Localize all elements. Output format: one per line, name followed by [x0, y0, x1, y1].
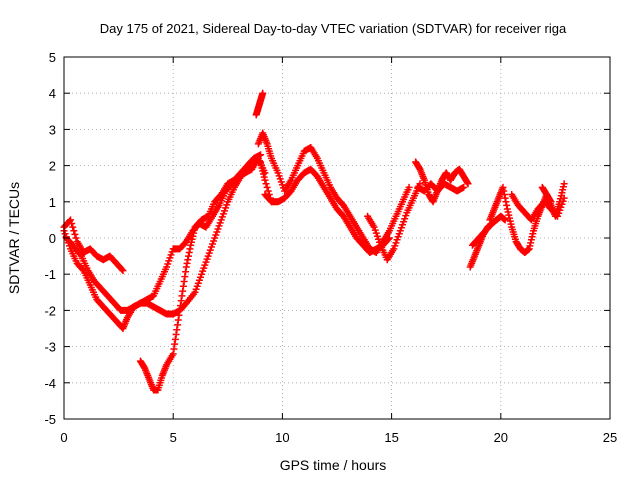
data-point	[261, 169, 269, 177]
data-point	[67, 216, 75, 224]
y-tick-label: -2	[44, 303, 56, 318]
x-tick-label: 15	[384, 430, 398, 445]
data-point	[263, 183, 271, 191]
chart-title: Day 175 of 2021, Sidereal Day-to-day VTE…	[100, 21, 567, 36]
tick-marks	[63, 56, 611, 420]
x-axis-label: GPS time / hours	[280, 457, 387, 473]
x-tick-label: 10	[275, 430, 289, 445]
series-sat-l	[468, 220, 496, 249]
data-point	[488, 220, 496, 228]
data-point	[262, 180, 270, 188]
data-point	[405, 183, 413, 191]
data-points	[60, 89, 568, 394]
y-tick-label: 0	[49, 231, 56, 246]
data-point	[72, 234, 80, 242]
data-point	[257, 151, 265, 159]
data-point	[560, 180, 568, 188]
x-tick-labels: 0 5 10 15 20 25	[60, 430, 617, 445]
y-tick-label: 5	[49, 50, 56, 65]
x-tick-label: 5	[170, 430, 177, 445]
series-sat-i	[412, 158, 472, 206]
data-point	[259, 89, 267, 97]
y-tick-label: -3	[44, 340, 56, 355]
series-sat-o	[538, 180, 568, 220]
data-point	[71, 230, 79, 238]
data-point	[261, 176, 269, 184]
y-axis-label: SDTVAR / TECUs	[6, 182, 22, 294]
series-sat-j	[414, 180, 468, 195]
y-tick-label: -4	[44, 376, 56, 391]
data-point	[70, 227, 78, 235]
series-sat-m	[486, 183, 555, 256]
data-point	[460, 183, 468, 191]
series-sat-c	[60, 216, 127, 275]
data-point	[464, 180, 472, 188]
data-point	[68, 220, 76, 228]
data-point	[501, 216, 509, 224]
data-point	[118, 265, 126, 273]
y-tick-labels: -5 -4 -3 -2 -1 0 1 2 3 4 5	[44, 50, 56, 427]
y-tick-label: 2	[49, 159, 56, 174]
series-sat-a	[60, 154, 275, 332]
y-tick-label: 3	[49, 122, 56, 137]
data-point	[69, 223, 77, 231]
series-sat-e	[252, 89, 267, 119]
x-tick-label: 25	[603, 430, 617, 445]
data-point	[119, 267, 127, 275]
series-sat-d	[136, 151, 265, 394]
y-tick-label: -1	[44, 267, 56, 282]
data-point	[79, 265, 87, 273]
data-point	[264, 187, 272, 195]
x-tick-label: 0	[60, 430, 67, 445]
y-tick-label: 1	[49, 195, 56, 210]
data-point	[487, 221, 495, 229]
y-tick-label: -5	[44, 412, 56, 427]
x-tick-label: 20	[494, 430, 508, 445]
y-tick-label: 4	[49, 86, 56, 101]
series-sat-g	[254, 129, 413, 256]
